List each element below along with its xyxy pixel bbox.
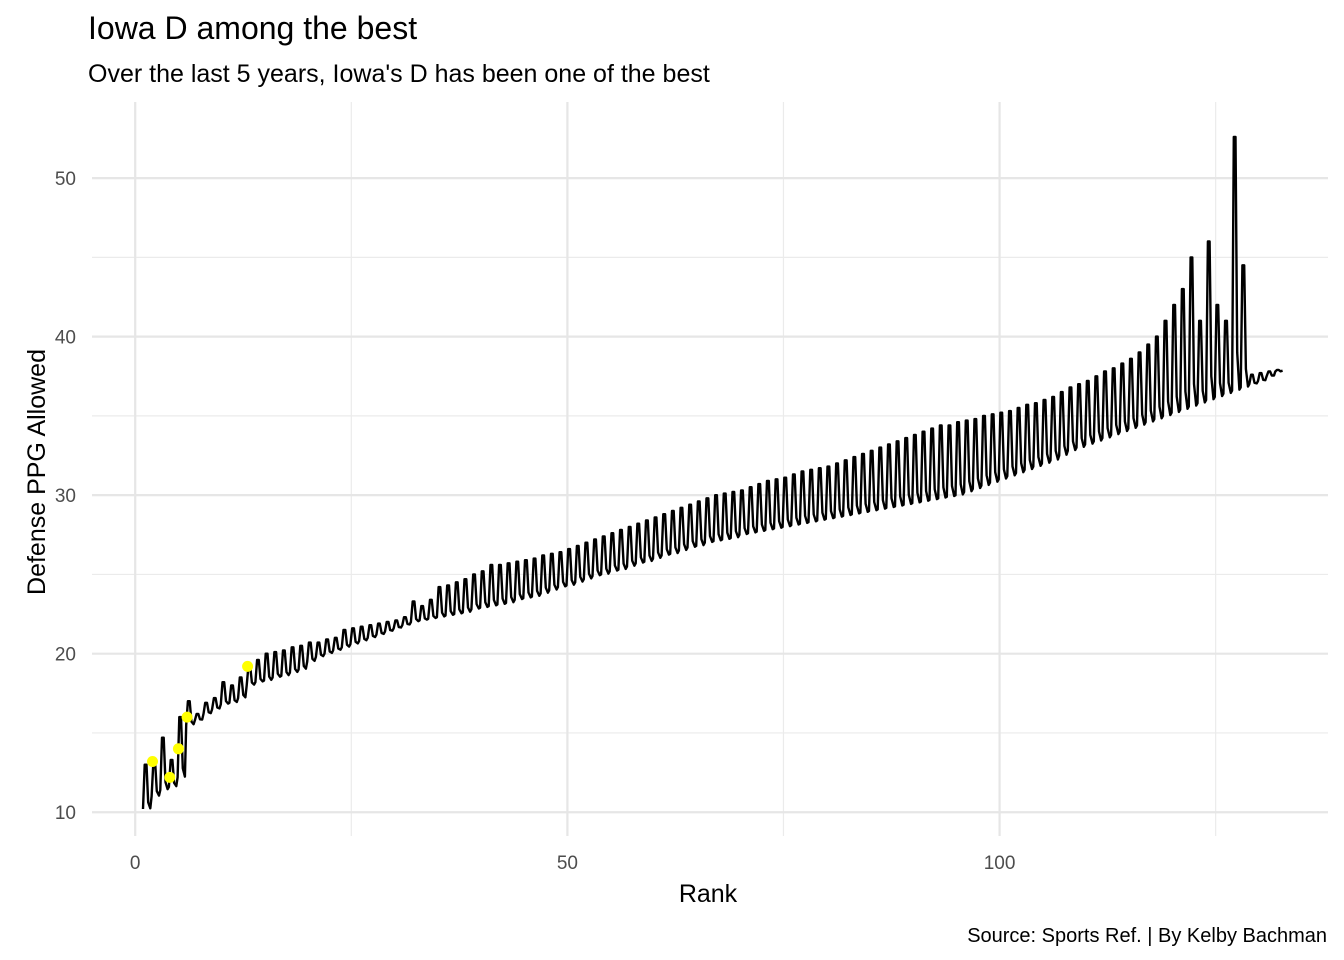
y-tick-label: 10	[55, 803, 76, 824]
series-line	[141, 135, 1283, 810]
highlight-point	[147, 755, 159, 767]
x-tick-labels: 0 50 100	[130, 853, 1015, 874]
chart-caption: Source: Sports Ref. | By Kelby Bachman	[967, 925, 1327, 947]
y-tick-labels: 10 20 30 40 50	[55, 169, 76, 824]
chart-title: Iowa D among the best	[88, 10, 417, 46]
y-tick-label: 20	[55, 645, 76, 666]
x-tick-label: 50	[557, 853, 578, 874]
highlight-point	[172, 743, 184, 755]
minor-gridlines	[92, 102, 1328, 836]
x-tick-label: 0	[130, 853, 141, 874]
highlight-point	[181, 711, 193, 723]
highlight-point	[164, 771, 176, 783]
highlight-points	[147, 660, 254, 783]
y-axis-title: Defense PPG Allowed	[23, 349, 51, 595]
series-layer	[141, 135, 1283, 810]
y-tick-label: 40	[55, 328, 76, 349]
highlight-point	[242, 660, 254, 672]
x-tick-label: 100	[984, 853, 1016, 874]
y-tick-label: 50	[55, 169, 76, 190]
y-tick-label: 30	[55, 486, 76, 507]
major-gridlines	[92, 102, 1328, 836]
chart-subtitle: Over the last 5 years, Iowa's D has been…	[88, 60, 710, 88]
x-axis-title: Rank	[679, 880, 738, 908]
